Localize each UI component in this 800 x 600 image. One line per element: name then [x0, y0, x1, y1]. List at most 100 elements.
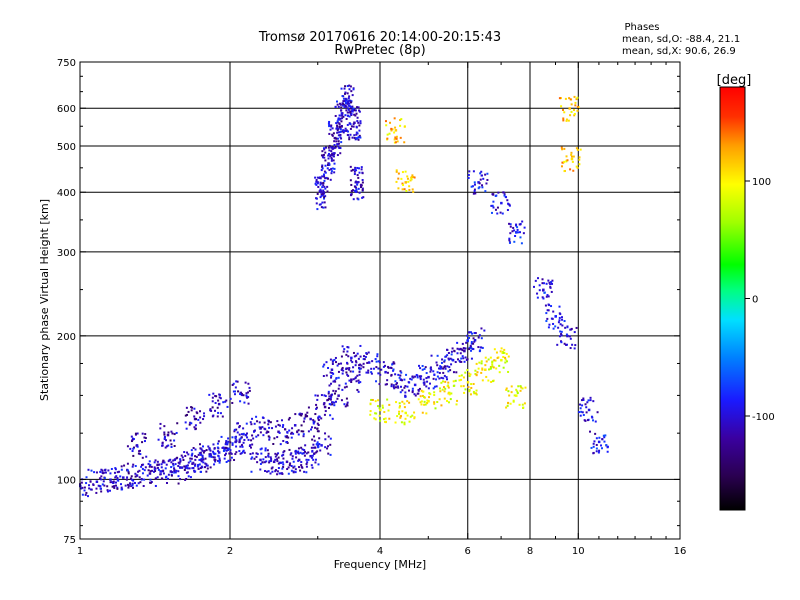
echo-point — [208, 454, 211, 457]
echo-point — [356, 166, 359, 169]
echo-point — [341, 95, 344, 98]
echo-point — [295, 456, 298, 459]
echo-point — [473, 392, 476, 395]
echo-point — [501, 350, 504, 353]
data-point — [180, 466, 184, 469]
echo-point — [274, 469, 277, 472]
echo-point — [469, 344, 472, 347]
data-point — [500, 201, 503, 205]
data-point — [330, 368, 334, 371]
echo-point — [360, 186, 363, 189]
echo-point — [321, 165, 324, 168]
echo-point — [350, 193, 353, 196]
echo-point — [587, 399, 590, 402]
echo-point — [106, 485, 109, 488]
echo-point — [408, 188, 411, 191]
echo-point — [119, 483, 122, 486]
echo-point — [558, 319, 561, 322]
echo-point — [106, 489, 109, 492]
echo-point — [205, 464, 208, 467]
echo-point — [447, 352, 450, 355]
echo-point — [111, 485, 114, 488]
echo-point — [336, 397, 339, 400]
echo-point — [445, 376, 448, 379]
echo-point — [369, 403, 372, 406]
echo-point — [504, 356, 507, 359]
echo-point — [414, 375, 417, 378]
echo-point — [208, 447, 211, 450]
echo-point — [85, 482, 88, 485]
echo-point — [549, 283, 552, 286]
echo-point — [324, 164, 327, 167]
echo-point — [346, 346, 349, 349]
echo-point — [81, 486, 84, 489]
echo-point — [412, 176, 415, 179]
echo-point — [314, 446, 317, 449]
echo-point — [398, 412, 401, 415]
echo-point — [320, 194, 323, 197]
echo-point — [257, 434, 260, 437]
echo-point — [194, 458, 197, 461]
echo-point — [447, 401, 450, 404]
echo-point — [141, 441, 144, 444]
echo-point — [351, 94, 354, 97]
echo-point — [349, 179, 352, 182]
echo-point — [248, 389, 251, 392]
echo-point — [542, 282, 545, 285]
echo-point — [523, 226, 526, 229]
echo-point — [521, 403, 524, 406]
echo-point — [446, 385, 449, 388]
echo-point — [190, 409, 193, 412]
echo-point — [267, 452, 270, 455]
echo-point — [474, 192, 477, 195]
echo-point — [485, 375, 488, 378]
echo-point — [199, 467, 202, 470]
echo-point — [86, 495, 89, 498]
echo-point — [361, 189, 364, 192]
echo-point — [570, 153, 573, 156]
echo-point — [247, 402, 250, 405]
echo-point — [211, 415, 214, 418]
echo-point — [466, 334, 469, 337]
echo-point — [398, 376, 401, 379]
echo-point — [455, 371, 458, 374]
echo-point — [362, 196, 365, 199]
echo-point — [403, 406, 406, 409]
echo-point — [169, 458, 172, 461]
echo-point — [495, 351, 498, 354]
echo-point — [316, 176, 319, 179]
echo-point — [323, 201, 326, 204]
echo-point — [139, 453, 142, 456]
data-point — [135, 474, 139, 477]
echo-point — [316, 450, 319, 453]
echo-point — [149, 470, 152, 473]
echo-point — [317, 444, 320, 447]
echo-point — [225, 440, 228, 443]
echo-point — [401, 389, 404, 392]
echo-point — [405, 373, 408, 376]
echo-point — [395, 401, 398, 404]
echo-point — [379, 373, 382, 376]
echo-point — [584, 403, 587, 406]
echo-point — [560, 165, 563, 168]
echo-point — [173, 439, 176, 442]
echo-point — [492, 366, 495, 369]
echo-point — [193, 415, 196, 418]
data-point — [394, 129, 398, 132]
echo-point — [291, 455, 294, 458]
echo-point — [395, 169, 398, 172]
echo-point — [413, 416, 416, 419]
echo-point — [446, 399, 449, 402]
echo-point — [141, 432, 144, 435]
echo-point — [338, 146, 341, 149]
echo-point — [436, 371, 439, 374]
echo-point — [359, 122, 362, 125]
y-tick-label: 400 — [57, 188, 76, 199]
echo-point — [321, 186, 324, 189]
echo-point — [226, 405, 229, 408]
echo-point — [301, 452, 304, 455]
echo-point — [316, 441, 319, 444]
echo-point — [200, 460, 203, 463]
echo-point — [454, 361, 457, 364]
echo-point — [167, 444, 170, 447]
